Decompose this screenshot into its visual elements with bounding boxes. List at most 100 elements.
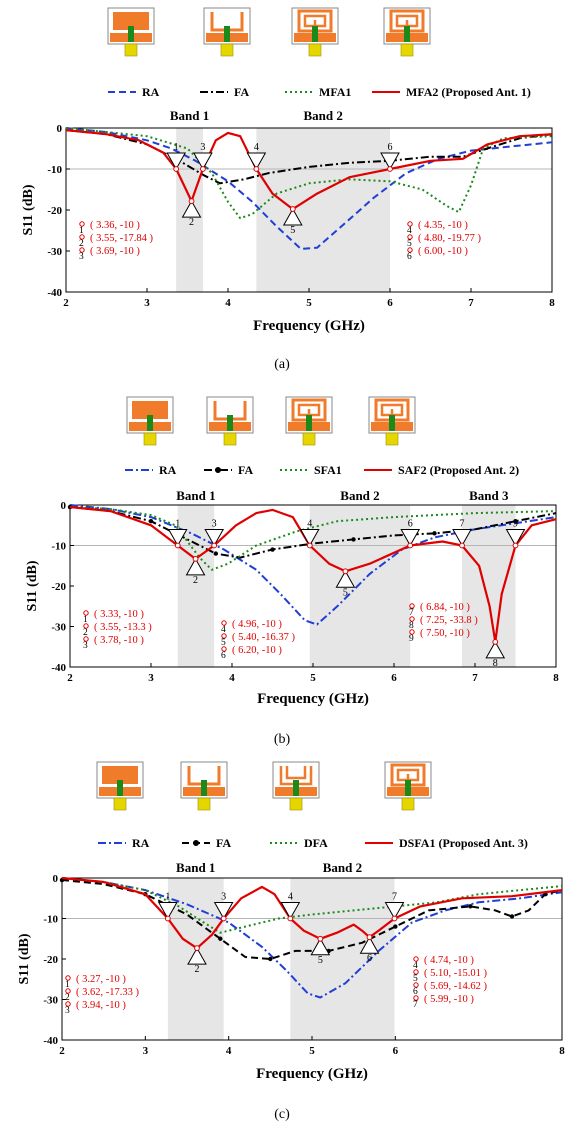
chart-panel: RA FA MFA1 MFA2 (Proposed Ant. 1) Band 1 Band… xyxy=(21,7,555,372)
annotation-point xyxy=(79,221,85,227)
y-tick-label: -40 xyxy=(43,1035,58,1047)
antenna-feed xyxy=(201,780,207,796)
legend-label: RA xyxy=(142,85,160,99)
series-line xyxy=(61,876,563,950)
marker-triangle xyxy=(246,152,267,171)
y-axis-label: S11 (dB) xyxy=(25,560,40,611)
band-label: Band 3 xyxy=(469,488,509,503)
annotation-point xyxy=(409,603,415,609)
annotation-point xyxy=(407,221,413,227)
marker-point xyxy=(366,934,373,941)
marker-number: 8 xyxy=(493,658,498,669)
annotation-text: ( 6.20, -10 ) xyxy=(232,645,282,656)
legend-label: SFA1 xyxy=(314,463,342,477)
annotation-point xyxy=(83,636,89,642)
annotation-point xyxy=(65,975,71,981)
antenna-icon xyxy=(291,7,339,57)
antenna-feed xyxy=(404,26,410,42)
series-point xyxy=(270,547,275,552)
annotation-point xyxy=(79,234,85,240)
marker-triangle xyxy=(166,152,187,171)
annotation-text: ( 3.78, -10 ) xyxy=(94,635,144,646)
annotation-text: ( 4.35, -10 ) xyxy=(418,220,468,231)
marker-number: 1 xyxy=(175,519,180,530)
x-tick-label: 6 xyxy=(393,1045,399,1057)
y-tick-label: -30 xyxy=(43,995,58,1007)
antenna-feed xyxy=(128,26,134,42)
marker-point xyxy=(220,915,227,922)
x-tick-label: 2 xyxy=(63,297,69,309)
annotation-number: 5 xyxy=(407,239,412,249)
antenna-icon xyxy=(180,761,228,811)
annotation-point xyxy=(407,247,413,253)
annotation-number: 3 xyxy=(83,641,88,651)
annotation-number: 5 xyxy=(221,638,226,648)
annotation-number: 1 xyxy=(65,980,70,990)
marker-number: 2 xyxy=(189,217,194,228)
antenna-connector xyxy=(124,43,138,57)
marker-point xyxy=(253,166,260,172)
legend-label: DSFA1 (Proposed Ant. 3) xyxy=(399,836,528,850)
marker-number: 9 xyxy=(513,519,518,530)
antenna-feed xyxy=(389,415,395,431)
antenna-patch xyxy=(113,12,149,30)
series-point xyxy=(268,956,273,962)
y-tick-label: -10 xyxy=(47,164,62,176)
marker-point xyxy=(192,555,199,562)
marker-triangle xyxy=(299,529,320,547)
antenna-icon xyxy=(384,761,432,811)
marker-point xyxy=(459,542,465,549)
annotation-point xyxy=(413,995,419,1001)
annotation-number: 5 xyxy=(413,974,418,984)
marker-triangle xyxy=(505,529,526,547)
legend-label: SAF2 (Proposed Ant. 2) xyxy=(398,463,519,477)
antenna-icon xyxy=(126,396,174,446)
marker-triangle xyxy=(185,557,206,576)
y-tick-label: -20 xyxy=(43,954,58,966)
marker-point xyxy=(173,166,180,172)
band-shade xyxy=(309,505,411,667)
antenna-connector xyxy=(308,43,322,57)
band-label: Band 2 xyxy=(340,488,379,503)
y-tick-label: 0 xyxy=(57,123,63,135)
antenna-connector xyxy=(302,432,316,446)
band-label: Band 2 xyxy=(323,860,362,875)
marker-point xyxy=(306,542,313,549)
legend-label: MFA2 (Proposed Ant. 1) xyxy=(406,85,531,99)
marker-number: 1 xyxy=(174,142,179,153)
antenna-icon xyxy=(206,396,254,446)
marker-number: 7 xyxy=(392,892,397,903)
marker-number: 1 xyxy=(165,892,170,903)
y-tick-label: -40 xyxy=(47,287,62,299)
series-point xyxy=(513,519,518,524)
series-point xyxy=(509,914,515,919)
antenna-connector xyxy=(223,432,237,446)
x-tick-label: 8 xyxy=(553,672,559,684)
series-line xyxy=(61,879,563,960)
marker-point xyxy=(211,542,218,549)
marker-number: 2 xyxy=(193,575,198,586)
y-tick-label: 0 xyxy=(53,873,59,885)
antenna-feed xyxy=(293,780,299,796)
x-tick-label: 3 xyxy=(144,297,150,309)
figure-caption: (c) xyxy=(274,1107,290,1122)
annotation-text: ( 5.99, -10 ) xyxy=(424,994,474,1005)
marker-point xyxy=(387,166,393,172)
annotation-point xyxy=(413,969,419,975)
annotation-point xyxy=(409,629,415,635)
antenna-connector xyxy=(143,432,157,446)
marker-point xyxy=(391,915,398,922)
x-axis-label: Frequency (GHz) xyxy=(257,691,369,707)
antenna-feed xyxy=(147,415,153,431)
annotation-number: 4 xyxy=(407,226,412,236)
x-tick-label: 2 xyxy=(59,1045,65,1057)
annotation-number: 6 xyxy=(221,651,226,661)
marker-number: 7 xyxy=(460,519,465,530)
x-tick-label: 6 xyxy=(391,672,397,684)
annotation-text: ( 4.80, -19.77 ) xyxy=(418,233,481,244)
annotation-number: 1 xyxy=(79,226,84,236)
series-line xyxy=(61,877,563,934)
marker-triangle xyxy=(310,937,331,956)
annotation-number: 2 xyxy=(65,993,70,1003)
